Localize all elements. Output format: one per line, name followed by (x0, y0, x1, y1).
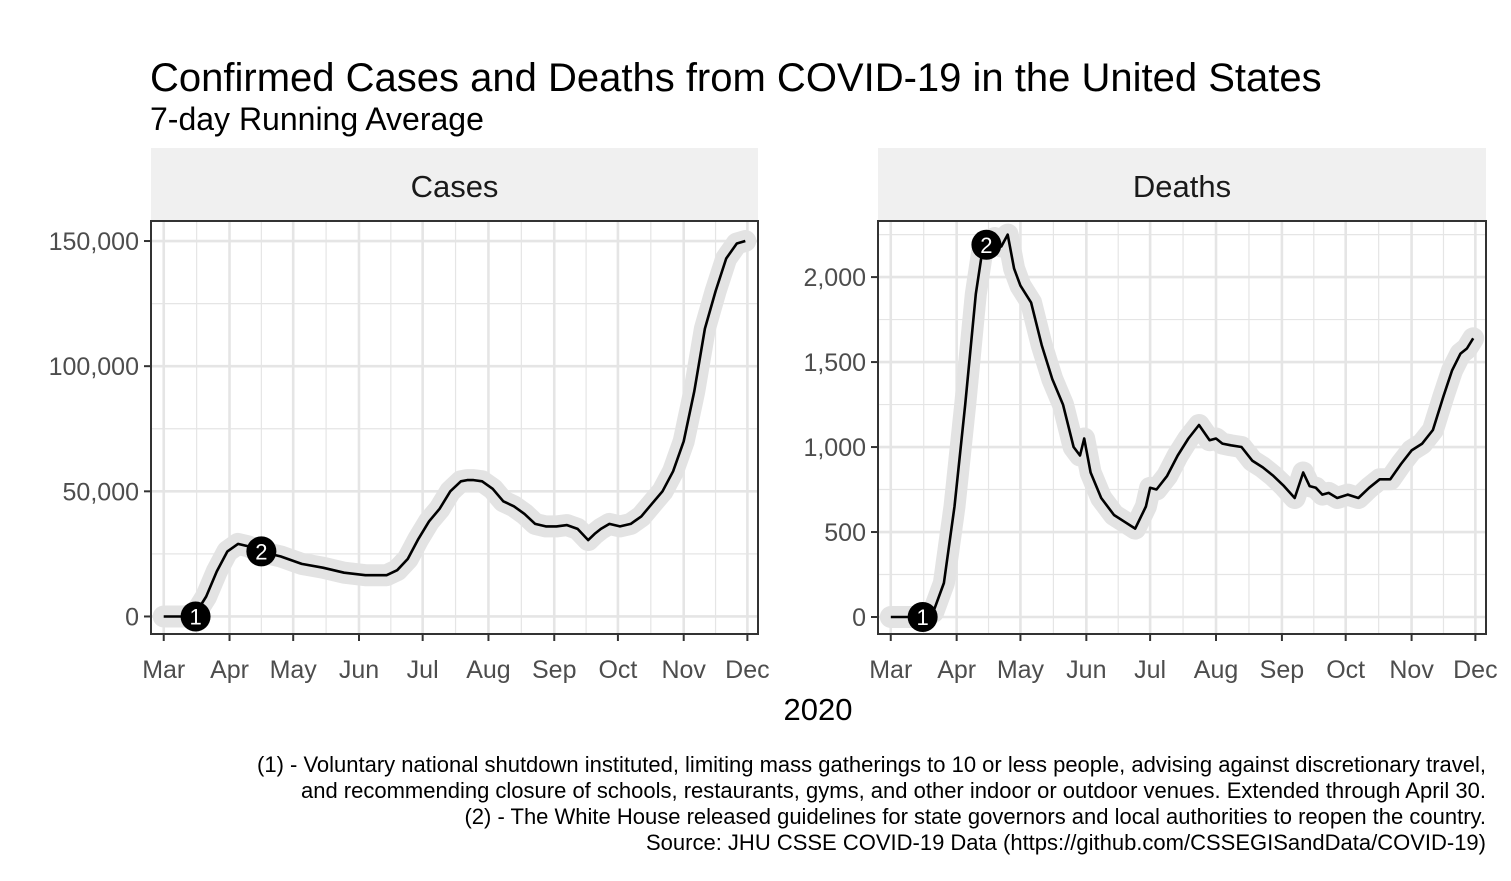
cases-x-tick-label: Nov (661, 656, 706, 684)
deaths-y-tick-label: 1,000 (803, 434, 866, 462)
cases-strip-label: Cases (411, 169, 499, 204)
deaths-strip-label: Deaths (1133, 169, 1231, 204)
deaths-y-tick-label: 2,000 (803, 264, 866, 292)
cases-y-tick-label: 50,000 (63, 478, 139, 506)
cases-x-tick-label: Aug (466, 656, 510, 684)
cases-panel-border (150, 220, 759, 635)
cases-x-tick-label: Mar (142, 656, 185, 684)
cases-panel: Cases 0 50,000 100,000 150,000 Mar Apr May Jun Ju… (49, 148, 770, 684)
deaths-annotation-marker-2 (971, 229, 1002, 260)
deaths-x-tick-label: Apr (937, 656, 976, 684)
cases-x-tick-label: Dec (725, 656, 769, 684)
caption-line-3: (2) - The White House released guideline… (464, 804, 1486, 829)
cases-x-tick-label: Jul (407, 656, 439, 684)
cases-y-tick-label: 100,000 (49, 353, 139, 381)
deaths-x-tick-label: May (997, 656, 1045, 684)
cases-y-tick-label: 0 (125, 603, 139, 631)
deaths-x-tick-label: Aug (1194, 656, 1238, 684)
caption-line-1: (1) - Voluntary national shutdown instit… (257, 752, 1486, 777)
chart-subtitle: 7-day Running Average (150, 101, 484, 137)
deaths-strip (878, 148, 1486, 221)
deaths-annotation-label-2: 2 (980, 233, 992, 258)
chart-title: Confirmed Cases and Deaths from COVID-19… (150, 56, 1322, 100)
deaths-y-tick-label: 0 (852, 604, 866, 632)
cases-strip (151, 148, 758, 221)
deaths-x-tick-label: Jun (1066, 656, 1106, 684)
cases-x-tick-label: Oct (598, 656, 637, 684)
deaths-annotation-label-1: 1 (917, 605, 929, 630)
cases-x-tick-label: May (270, 656, 318, 684)
cases-x-tick-label: Sep (532, 656, 576, 684)
cases-annotation-label-2: 2 (255, 539, 267, 564)
cases-plot-area (151, 221, 758, 634)
cases-annotation-label-1: 1 (189, 604, 201, 629)
deaths-x-tick-label: Jul (1134, 656, 1166, 684)
caption-line-2: and recommending closure of schools, res… (300, 778, 1486, 803)
cases-annotation-marker-2 (246, 536, 277, 567)
deaths-y-tick-label: 500 (824, 519, 866, 547)
deaths-annotation-marker-1 (907, 602, 938, 633)
x-axis-label: 2020 (783, 692, 853, 727)
deaths-panel: Deaths 0 500 1,000 1,500 2,000 Mar Apr May Jun Jul… (803, 148, 1498, 684)
caption: (1) - Voluntary national shutdown instit… (257, 752, 1486, 856)
cases-x-tick-label: Apr (210, 656, 249, 684)
deaths-x-tick-label: Dec (1453, 656, 1497, 684)
deaths-x-tick-label: Nov (1389, 656, 1434, 684)
deaths-x-tick-label: Mar (869, 656, 912, 684)
deaths-x-tick-label: Oct (1326, 656, 1365, 684)
deaths-x-tick-label: Sep (1260, 656, 1304, 684)
cases-x-tick-label: Jun (339, 656, 379, 684)
deaths-panel-border (877, 220, 1487, 635)
cases-y-tick-label: 150,000 (49, 228, 139, 256)
deaths-y-tick-label: 1,500 (803, 349, 866, 377)
caption-source: Source: JHU CSSE COVID-19 Data (https://… (646, 830, 1486, 855)
cases-annotation-marker-1 (180, 601, 211, 632)
